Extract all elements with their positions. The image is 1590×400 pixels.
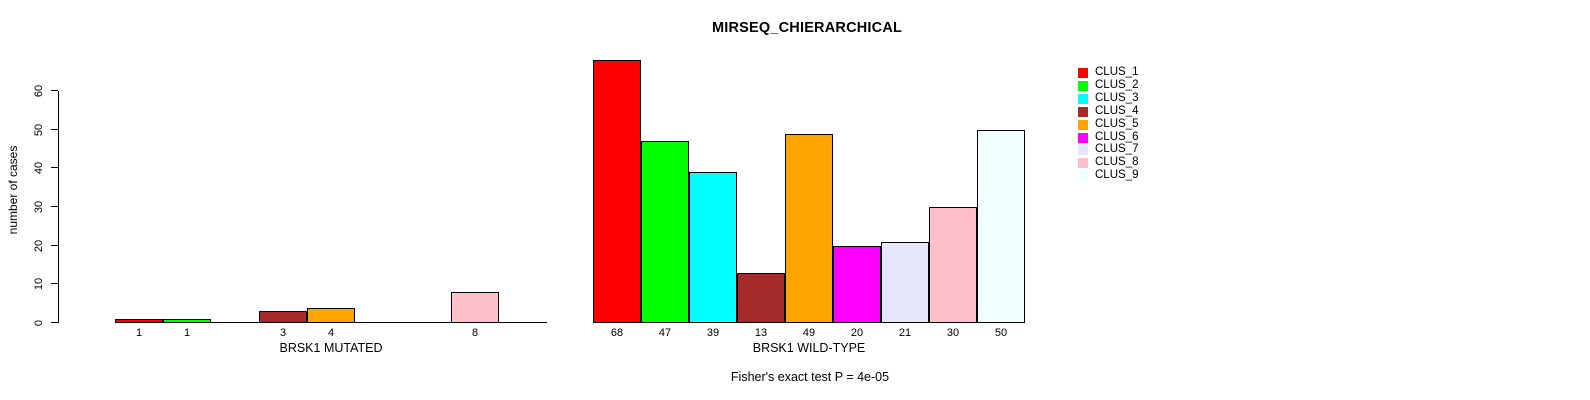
- bar-zero-height: [403, 322, 451, 323]
- bar-zero-height: [211, 322, 259, 323]
- y-tick-label: 60: [33, 84, 45, 98]
- x-axis-label-wild-type: BRSK1 WILD-TYPE: [752, 341, 866, 355]
- legend-swatch-clus_3: [1078, 94, 1088, 104]
- y-tick-label: 30: [33, 200, 45, 214]
- legend-label: CLUS_7: [1095, 143, 1139, 155]
- bar-clus_2: [163, 319, 211, 323]
- chart-title: MIRSEQ_CHIERARCHICAL: [711, 20, 903, 36]
- bar-value-label: 39: [706, 327, 720, 339]
- y-axis-tick: [51, 322, 58, 323]
- bar-clus_1: [115, 319, 163, 323]
- bar-clus_4: [259, 311, 307, 323]
- bar-value-label: 47: [658, 327, 672, 339]
- y-axis-tick: [51, 245, 58, 246]
- legend-swatch-clus_5: [1078, 120, 1088, 130]
- legend-swatch-clus_6: [1078, 133, 1088, 143]
- y-tick-label: 50: [33, 123, 45, 137]
- bar-clus_5: [785, 134, 833, 323]
- y-axis-tick: [51, 129, 58, 130]
- bar-clus_9: [977, 130, 1025, 323]
- legend-label: CLUS_4: [1095, 105, 1139, 117]
- bar-clus_7: [881, 242, 929, 323]
- legend-label: CLUS_8: [1095, 156, 1139, 168]
- y-axis-tick: [51, 90, 58, 91]
- bar-value-label: 8: [471, 327, 479, 339]
- bar-value-label: 13: [754, 327, 768, 339]
- bar-clus_2: [641, 141, 689, 323]
- bar-clus_5: [307, 308, 355, 323]
- bar-value-label: 3: [279, 327, 287, 339]
- annotation-text: Fisher's exact test P = 4e-05: [730, 370, 890, 384]
- legend-label: CLUS_5: [1095, 118, 1139, 130]
- bar-clus_3: [689, 172, 737, 323]
- bar-zero-height: [355, 322, 403, 323]
- bar-clus_8: [451, 292, 499, 323]
- bar-clus_4: [737, 273, 785, 323]
- legend-swatch-clus_2: [1078, 81, 1088, 91]
- x-axis-label-mutated: BRSK1 MUTATED: [279, 341, 383, 355]
- y-axis-title: number of cases: [6, 145, 20, 235]
- bar-value-label: 1: [183, 327, 191, 339]
- bar-clus_1: [593, 60, 641, 323]
- y-tick-label: 40: [33, 161, 45, 175]
- bar-value-label: 21: [898, 327, 912, 339]
- bar-clus_8: [929, 207, 977, 323]
- legend-label: CLUS_6: [1095, 131, 1139, 143]
- y-axis-tick: [51, 283, 58, 284]
- bar-value-label: 50: [994, 327, 1008, 339]
- bar-clus_6: [833, 246, 881, 323]
- legend-swatch-clus_4: [1078, 107, 1088, 117]
- legend-swatch-clus_9: [1078, 171, 1088, 181]
- y-tick-label: 0: [33, 319, 45, 327]
- y-axis-tick: [51, 206, 58, 207]
- bar-value-label: 49: [802, 327, 816, 339]
- bar-value-label: 1: [135, 327, 143, 339]
- bar-value-label: 68: [610, 327, 624, 339]
- legend-swatch-clus_7: [1078, 145, 1088, 155]
- bar-zero-height: [499, 322, 547, 323]
- y-tick-label: 20: [33, 239, 45, 253]
- legend-label: CLUS_2: [1095, 79, 1139, 91]
- bar-value-label: 30: [946, 327, 960, 339]
- y-axis-line: [58, 91, 59, 323]
- legend-label: CLUS_3: [1095, 92, 1139, 104]
- legend-label: CLUS_1: [1095, 66, 1139, 78]
- bar-value-label: 20: [850, 327, 864, 339]
- y-tick-label: 10: [33, 277, 45, 291]
- legend-swatch-clus_1: [1078, 68, 1088, 78]
- bar-value-label: 4: [327, 327, 335, 339]
- legend-swatch-clus_8: [1078, 158, 1088, 168]
- legend-label: CLUS_9: [1095, 169, 1139, 181]
- y-axis-tick: [51, 167, 58, 168]
